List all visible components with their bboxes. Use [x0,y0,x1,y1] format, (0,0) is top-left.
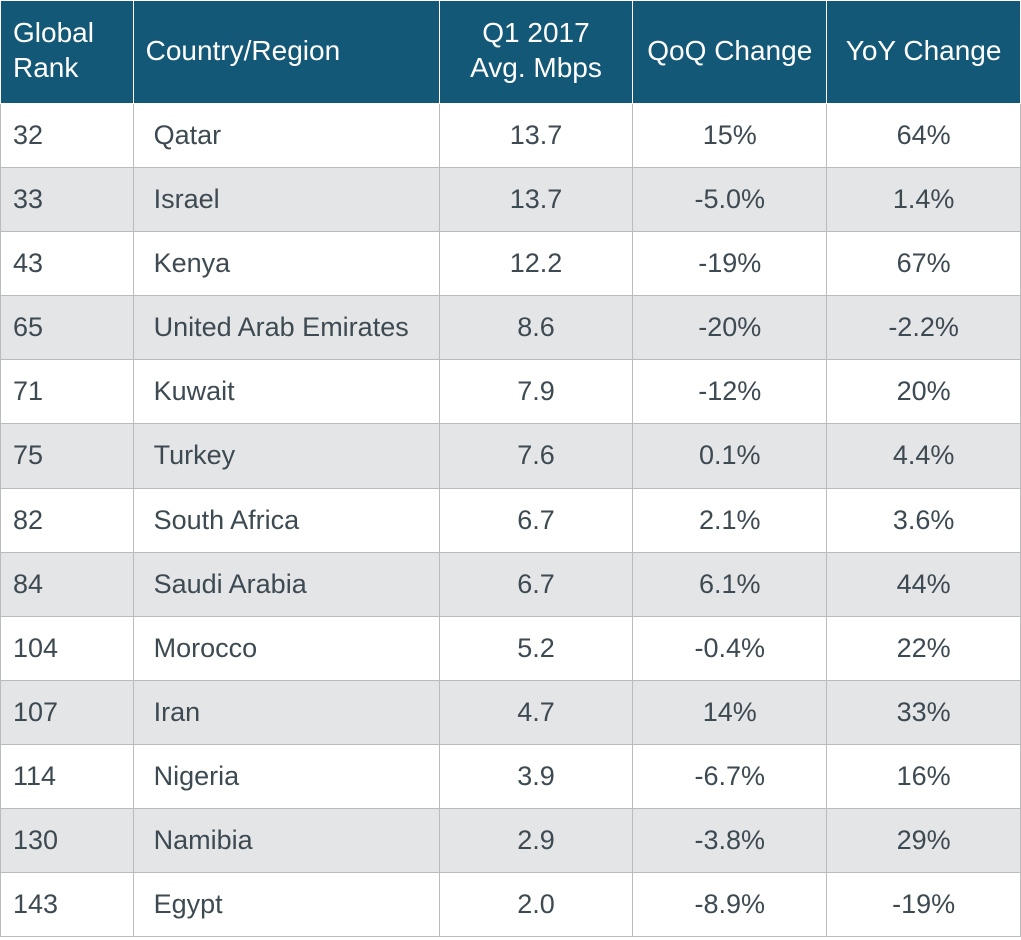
table-row: 82South Africa6.72.1%3.6% [1,488,1021,552]
cell-qoq: -3.8% [633,809,827,873]
cell-country: Egypt [133,873,439,937]
cell-mbps: 2.9 [439,809,633,873]
cell-country: Kenya [133,232,439,296]
cell-qoq: -6.7% [633,744,827,808]
cell-yoy: 44% [827,552,1021,616]
cell-qoq: -19% [633,232,827,296]
table-row: 84Saudi Arabia6.76.1%44% [1,552,1021,616]
cell-yoy: 67% [827,232,1021,296]
cell-yoy: -2.2% [827,296,1021,360]
cell-yoy: 16% [827,744,1021,808]
cell-rank: 84 [1,552,134,616]
cell-qoq: 6.1% [633,552,827,616]
cell-rank: 32 [1,104,134,168]
cell-mbps: 3.9 [439,744,633,808]
cell-mbps: 12.2 [439,232,633,296]
cell-rank: 143 [1,873,134,937]
cell-mbps: 7.6 [439,424,633,488]
cell-mbps: 4.7 [439,680,633,744]
table-header-mbps: Q1 2017 Avg. Mbps [439,1,633,104]
cell-yoy: 3.6% [827,488,1021,552]
table-header-qoq: QoQ Change [633,1,827,104]
cell-qoq: -0.4% [633,616,827,680]
table-row: 32Qatar13.715%64% [1,104,1021,168]
cell-rank: 130 [1,809,134,873]
table-header-yoy: YoY Change [827,1,1021,104]
cell-mbps: 13.7 [439,168,633,232]
cell-yoy: -19% [827,873,1021,937]
cell-country: Turkey [133,424,439,488]
table-row: 65United Arab Emirates8.6-20%-2.2% [1,296,1021,360]
cell-rank: 82 [1,488,134,552]
table-row: 43Kenya12.2-19%67% [1,232,1021,296]
table-row: 130Namibia2.9-3.8%29% [1,809,1021,873]
cell-rank: 104 [1,616,134,680]
cell-rank: 75 [1,424,134,488]
cell-mbps: 6.7 [439,488,633,552]
cell-rank: 43 [1,232,134,296]
cell-yoy: 22% [827,616,1021,680]
cell-yoy: 1.4% [827,168,1021,232]
cell-country: Israel [133,168,439,232]
cell-mbps: 5.2 [439,616,633,680]
table-row: 143Egypt2.0-8.9%-19% [1,873,1021,937]
cell-mbps: 8.6 [439,296,633,360]
cell-rank: 107 [1,680,134,744]
cell-country: Morocco [133,616,439,680]
table-row: 33Israel13.7-5.0%1.4% [1,168,1021,232]
table-body: 32Qatar13.715%64%33Israel13.7-5.0%1.4%43… [1,104,1021,937]
cell-country: Kuwait [133,360,439,424]
cell-qoq: -12% [633,360,827,424]
cell-country: Namibia [133,809,439,873]
cell-yoy: 33% [827,680,1021,744]
table-header-rank: Global Rank [1,1,134,104]
cell-country: United Arab Emirates [133,296,439,360]
table-header-country: Country/Region [133,1,439,104]
data-table: Global RankCountry/RegionQ1 2017 Avg. Mb… [0,0,1021,937]
table-row: 107Iran4.714%33% [1,680,1021,744]
internet-speed-table: Global RankCountry/RegionQ1 2017 Avg. Mb… [0,0,1021,937]
table-row: 75Turkey7.60.1%4.4% [1,424,1021,488]
cell-qoq: -20% [633,296,827,360]
cell-rank: 65 [1,296,134,360]
cell-qoq: 2.1% [633,488,827,552]
cell-mbps: 6.7 [439,552,633,616]
table-header-row: Global RankCountry/RegionQ1 2017 Avg. Mb… [1,1,1021,104]
cell-country: Iran [133,680,439,744]
cell-yoy: 64% [827,104,1021,168]
table-row: 114Nigeria3.9-6.7%16% [1,744,1021,808]
cell-qoq: -5.0% [633,168,827,232]
cell-rank: 114 [1,744,134,808]
cell-mbps: 13.7 [439,104,633,168]
cell-qoq: 15% [633,104,827,168]
cell-mbps: 7.9 [439,360,633,424]
cell-country: Nigeria [133,744,439,808]
cell-yoy: 20% [827,360,1021,424]
cell-qoq: 0.1% [633,424,827,488]
cell-yoy: 29% [827,809,1021,873]
cell-country: Qatar [133,104,439,168]
cell-mbps: 2.0 [439,873,633,937]
cell-country: Saudi Arabia [133,552,439,616]
cell-country: South Africa [133,488,439,552]
cell-qoq: -8.9% [633,873,827,937]
cell-rank: 33 [1,168,134,232]
table-row: 71Kuwait7.9-12%20% [1,360,1021,424]
cell-yoy: 4.4% [827,424,1021,488]
cell-rank: 71 [1,360,134,424]
cell-qoq: 14% [633,680,827,744]
table-row: 104Morocco5.2-0.4%22% [1,616,1021,680]
